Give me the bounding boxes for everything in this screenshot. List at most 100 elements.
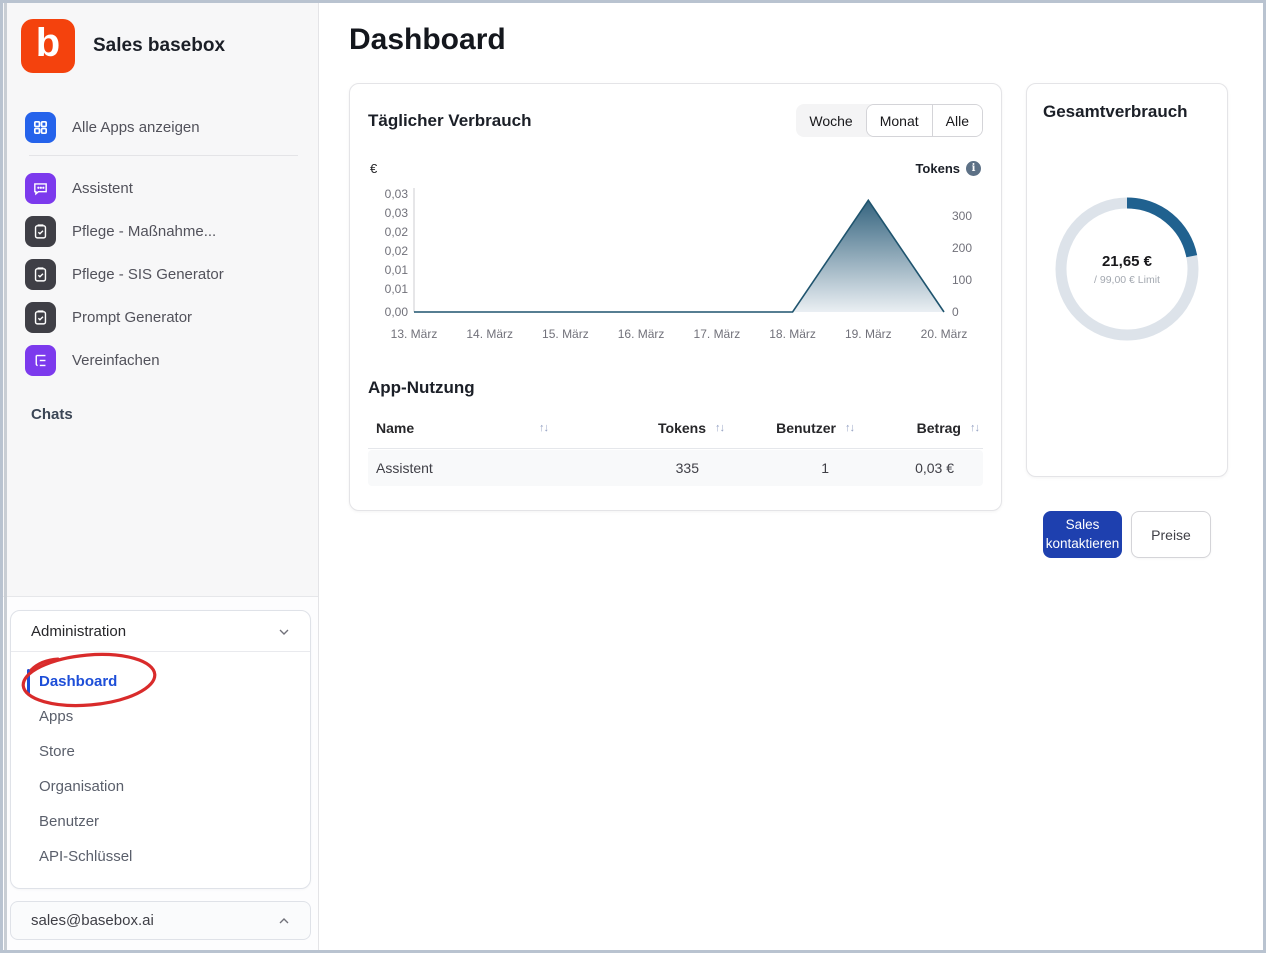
divider xyxy=(29,155,298,156)
column-header-tokens[interactable]: Tokens ↑↓ xyxy=(574,420,725,436)
cell-tokens: 335 xyxy=(675,460,699,476)
y-tick: 0,02 xyxy=(385,225,409,239)
account-menu[interactable]: sales@basebox.ai xyxy=(10,901,311,940)
cell-betrag: 0,03 € xyxy=(915,460,954,476)
total-usage-card: Gesamtverbrauch 21,65 € / 99,00 € Limit xyxy=(1026,83,1228,477)
sidebar-item-app[interactable]: Assistent xyxy=(25,172,298,204)
x-tick: 18. März xyxy=(769,327,816,341)
area-fill xyxy=(414,200,944,312)
total-limit: / 99,00 € Limit xyxy=(1094,273,1160,286)
sidebar-scrollbar[interactable] xyxy=(4,3,7,950)
sort-icon: ↑↓ xyxy=(715,422,725,434)
admin-item-benutzer[interactable]: Benutzer xyxy=(11,804,310,839)
range-group: Monat Alle xyxy=(865,104,983,137)
admin-item-api-schluessel[interactable]: API-Schlüssel xyxy=(11,839,310,874)
column-label: Tokens xyxy=(658,420,706,436)
sidebar-item-app[interactable]: Prompt Generator xyxy=(25,301,298,333)
sidebar-item-label: Pflege - SIS Generator xyxy=(72,265,224,283)
brand-title: Sales basebox xyxy=(93,35,226,56)
range-woche-button[interactable]: Woche xyxy=(796,104,865,137)
actions: Sales kontaktieren Preise xyxy=(1026,511,1228,558)
clipboard-check-icon xyxy=(25,215,56,247)
list-tree-icon xyxy=(25,344,56,376)
sidebar-nav: Alle Apps anzeigen Assistent Pflege - Ma… xyxy=(3,79,318,423)
column-header-benutzer[interactable]: Benutzer ↑↓ xyxy=(724,420,855,436)
x-tick: 15. März xyxy=(542,327,589,341)
y-tick: 0,01 xyxy=(385,263,409,277)
donut-arc xyxy=(1055,197,1199,341)
x-tick: 16. März xyxy=(618,327,665,341)
app-usage-title: App-Nutzung xyxy=(368,378,475,397)
chats-section-label[interactable]: Chats xyxy=(31,406,73,423)
range-monat-button[interactable]: Monat xyxy=(866,105,932,136)
y-tick: 0,03 xyxy=(385,206,409,220)
brand-logo: b xyxy=(21,19,75,73)
clipboard-check-icon xyxy=(25,301,56,333)
admin-item-label: Apps xyxy=(39,708,74,725)
euro-axis-label: € xyxy=(370,161,378,176)
admin-item-label: Dashboard xyxy=(39,673,118,690)
chevron-up-icon xyxy=(279,917,289,923)
range-alle-button[interactable]: Alle xyxy=(931,105,982,136)
donut-chart: 21,65 € / 99,00 € Limit xyxy=(1044,186,1210,352)
y-tick: 0,01 xyxy=(385,282,409,296)
app-usage-table: Name ↑↓ Tokens ↑↓ Benutzer ↑↓ Betrag xyxy=(368,414,983,486)
total-usage-title: Gesamtverbrauch xyxy=(1043,102,1188,121)
table-row[interactable]: Assistent 335 1 0,03 € xyxy=(368,450,983,486)
total-value: 21,65 € xyxy=(1101,252,1153,270)
x-tick: 20. März xyxy=(921,327,968,341)
contact-sales-button[interactable]: Sales kontaktieren xyxy=(1043,511,1122,558)
sidebar-item-app[interactable]: Pflege - Maßnahme... xyxy=(25,215,298,247)
sidebar-item-all-apps[interactable]: Alle Apps anzeigen xyxy=(25,111,298,143)
admin-item-label: Benutzer xyxy=(39,813,100,830)
chevron-down-icon xyxy=(279,629,289,635)
y2-tick: 0 xyxy=(952,305,959,319)
administration-items: Dashboard Apps Store Organisation Benutz… xyxy=(11,652,310,888)
administration-panel: Administration Dashboard Apps Store Orga… xyxy=(10,610,311,889)
main-content: Dashboard Täglicher Verbrauch Woche Mona… xyxy=(319,3,1263,950)
sidebar-item-label: Alle Apps anzeigen xyxy=(72,118,200,136)
column-header-name[interactable]: Name ↑↓ xyxy=(376,420,574,436)
clipboard-check-icon xyxy=(25,258,56,290)
sort-icon: ↑↓ xyxy=(539,422,549,434)
sort-icon: ↑↓ xyxy=(845,422,855,434)
y-tick: 0,03 xyxy=(385,187,409,201)
active-indicator xyxy=(27,669,30,694)
account-email: sales@basebox.ai xyxy=(31,912,154,929)
administration-label: Administration xyxy=(31,623,127,640)
y2-tick: 300 xyxy=(952,209,972,223)
info-icon[interactable]: i xyxy=(966,161,981,176)
sidebar-item-app[interactable]: Vereinfachen xyxy=(25,344,298,376)
pricing-button[interactable]: Preise xyxy=(1131,511,1211,558)
x-tick: 13. März xyxy=(391,327,438,341)
area-line xyxy=(414,198,945,313)
sidebar-bottom: Administration Dashboard Apps Store Orga… xyxy=(3,596,318,950)
column-label: Benutzer xyxy=(776,420,836,436)
admin-item-store[interactable]: Store xyxy=(11,734,310,769)
administration-header[interactable]: Administration xyxy=(11,611,310,652)
cell-name: Assistent xyxy=(376,460,433,476)
page-title: Dashboard xyxy=(349,23,506,56)
y2-tick: 200 xyxy=(952,241,972,255)
tokens-axis-label: Tokens xyxy=(915,161,960,176)
sidebar: b Sales basebox Alle Apps anzeigen Assis… xyxy=(3,3,319,950)
admin-item-apps[interactable]: Apps xyxy=(11,699,310,734)
column-label: Name xyxy=(376,420,415,436)
sidebar-item-label: Assistent xyxy=(72,179,133,197)
admin-item-label: API-Schlüssel xyxy=(39,848,133,865)
admin-item-dashboard[interactable]: Dashboard xyxy=(11,664,310,699)
y2-tick: 100 xyxy=(952,273,972,287)
admin-item-organisation[interactable]: Organisation xyxy=(11,769,310,804)
x-tick: 14. März xyxy=(466,327,513,341)
daily-usage-chart: 0,03 0,03 0,02 0,02 0,01 0,01 0,00 300 2… xyxy=(385,187,973,341)
daily-usage-card: Täglicher Verbrauch Woche Monat Alle € T… xyxy=(349,83,1002,511)
sidebar-item-label: Pflege - Maßnahme... xyxy=(72,222,217,240)
column-header-betrag[interactable]: Betrag ↑↓ xyxy=(854,420,980,436)
y-tick: 0,02 xyxy=(385,244,409,258)
x-tick: 19. März xyxy=(845,327,892,341)
cell-benutzer: 1 xyxy=(821,460,829,476)
y-tick: 0,00 xyxy=(385,305,409,319)
sidebar-item-app[interactable]: Pflege - SIS Generator xyxy=(25,258,298,290)
right-column: Gesamtverbrauch 21,65 € / 99,00 € Limit xyxy=(1026,83,1228,558)
range-toggle: Woche Monat Alle xyxy=(796,104,983,137)
